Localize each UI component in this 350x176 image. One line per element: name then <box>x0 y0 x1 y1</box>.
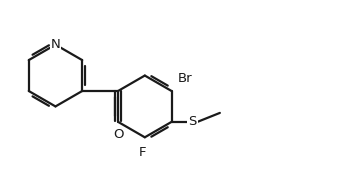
Text: S: S <box>188 115 197 128</box>
Text: N: N <box>51 38 60 51</box>
Text: Br: Br <box>177 72 192 85</box>
Text: F: F <box>139 146 146 159</box>
Text: O: O <box>113 128 123 141</box>
